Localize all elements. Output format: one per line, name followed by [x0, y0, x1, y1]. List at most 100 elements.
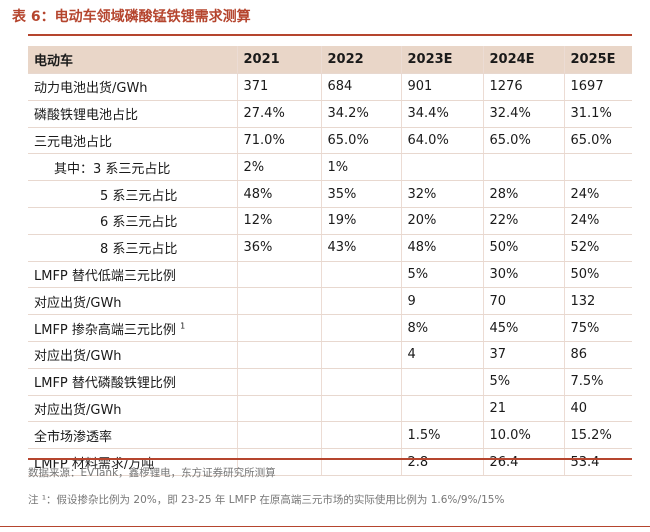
table-cell: 27.4% — [236, 100, 321, 128]
row-label: LMFP 掺杂高端三元比例 1 — [28, 314, 237, 342]
table-cell: 2% — [236, 153, 321, 182]
table-cell — [236, 314, 321, 342]
row-label: LMFP 材料需求/万吨 — [28, 448, 237, 476]
table-cell: 64.0% — [400, 127, 483, 155]
table-cell: 48% — [400, 234, 483, 262]
table-cell: 24% — [563, 207, 632, 235]
row-label: 5 系三元占比 — [28, 180, 237, 208]
table-row: 磷酸铁锂电池占比 27.4% 34.2% 34.4% 32.4% 31.1% — [28, 100, 632, 128]
table-cell — [563, 153, 632, 182]
row-label-text: 6 系三元占比 — [100, 215, 178, 231]
table-body: 动力电池出货/GWh 371 684 901 1276 1697 磷酸铁锂电池占比 27.4%… — [28, 73, 632, 476]
table-cell — [400, 395, 483, 423]
row-label: 动力电池出货/GWh — [28, 73, 237, 101]
table-cell — [320, 395, 401, 423]
table-cell: 12% — [236, 207, 321, 235]
row-label-text: LMFP 材料需求/万吨 — [34, 456, 155, 472]
row-label: 全市场渗透率 — [28, 421, 237, 450]
table-row: 其中：3 系三元占比 2% 1% — [28, 153, 632, 182]
source-note: 数据来源：EVTank，鑫椤锂电，东方证券研究所测算 — [28, 467, 276, 479]
demand-table: 电动车 2021 2022 2023E 2024E 2025E 动力电池出货/G… — [28, 46, 632, 476]
row-label: 对应出货/GWh — [28, 287, 237, 316]
table-cell: 35% — [320, 180, 401, 208]
table-cell: 1% — [320, 153, 401, 182]
table-cell — [320, 368, 401, 396]
table-cell: 71.0% — [236, 127, 321, 155]
row-label-text: 磷酸铁锂电池占比 — [34, 108, 139, 124]
header-cell: 2021 — [236, 46, 321, 74]
table-cell: 22% — [482, 207, 564, 235]
table-cell — [236, 395, 321, 423]
table-cell: 19% — [320, 207, 401, 235]
table-cell — [482, 153, 564, 182]
table-row: 三元电池占比 71.0% 65.0% 64.0% 65.0% 65.0% — [28, 127, 632, 155]
row-label-text: 动力电池出货/GWh — [34, 81, 148, 97]
table-cell: 70 — [482, 287, 564, 316]
table-cell: 2.8 — [400, 448, 483, 476]
table-cell: 5% — [400, 261, 483, 289]
table-cell: 5% — [482, 368, 564, 396]
table-cell: 40 — [563, 395, 632, 423]
row-label: 对应出货/GWh — [28, 341, 237, 369]
row-label-text: LMFP 掺杂高端三元比例 — [34, 322, 176, 338]
table-cell — [320, 261, 401, 289]
header-cell: 2025E — [563, 46, 632, 74]
table-cell: 20% — [400, 207, 483, 235]
table-cell: 34.2% — [320, 100, 401, 128]
table-row: 对应出货/GWh 4 37 86 — [28, 341, 632, 369]
table-cell: 28% — [482, 180, 564, 208]
row-label-text: 5 系三元占比 — [100, 188, 178, 204]
row-label: 三元电池占比 — [28, 127, 237, 155]
table-row: 动力电池出货/GWh 371 684 901 1276 1697 — [28, 73, 632, 101]
table-cell: 8% — [400, 314, 483, 342]
table-cell: 32% — [400, 180, 483, 208]
table-cell: 65.0% — [563, 127, 632, 155]
table-row: LMFP 材料需求/万吨 2.8 26.4 53.4 — [28, 448, 632, 476]
table-cell: 9 — [400, 287, 483, 316]
row-label: LMFP 替代磷酸铁锂比例 — [28, 368, 237, 396]
table-cell: 31.1% — [563, 100, 632, 128]
row-label: 对应出货/GWh — [28, 395, 237, 423]
header-cell: 电动车 — [28, 46, 237, 74]
row-label: 8 系三元占比 — [28, 234, 237, 262]
table-cell — [236, 368, 321, 396]
table-row: 对应出货/GWh 9 70 132 — [28, 287, 632, 316]
header-cell: 2022 — [320, 46, 401, 74]
table-cell: 53.4 — [563, 448, 632, 476]
table-title: 表 6：电动车领域磷酸锰铁锂需求测算 — [12, 9, 251, 25]
row-label: 磷酸铁锂电池占比 — [28, 100, 237, 128]
page-bottom-rule — [0, 526, 650, 527]
row-label-text: 对应出货/GWh — [34, 402, 122, 418]
table-cell: 10.0% — [482, 421, 564, 450]
table-cell: 36% — [236, 234, 321, 262]
table-cell: 50% — [563, 261, 632, 289]
row-label-text: 全市场渗透率 — [34, 429, 113, 445]
row-label-text: 对应出货/GWh — [34, 349, 122, 365]
title-rule — [28, 34, 632, 36]
table-cell — [320, 341, 401, 369]
table-cell: 1697 — [563, 73, 632, 101]
table-cell: 48% — [236, 180, 321, 208]
table-cell — [400, 368, 483, 396]
row-label-text: LMFP 替代磷酸铁锂比例 — [34, 376, 176, 392]
table-cell: 30% — [482, 261, 564, 289]
table-cell: 132 — [563, 287, 632, 316]
table-cell: 65.0% — [482, 127, 564, 155]
table-cell: 52% — [563, 234, 632, 262]
row-label-text: 三元电池占比 — [34, 134, 113, 150]
footnote-marker: 1 — [180, 321, 186, 331]
table-cell — [236, 341, 321, 369]
row-label-text: 8 系三元占比 — [100, 242, 178, 258]
row-label-text: LMFP 替代低端三元比例 — [34, 268, 176, 284]
table-row: 8 系三元占比 36% 43% 48% 50% 52% — [28, 234, 632, 262]
table-cell: 86 — [563, 341, 632, 369]
table-cell: 75% — [563, 314, 632, 342]
table-cell: 1276 — [482, 73, 564, 101]
table-row: 全市场渗透率 1.5% 10.0% 15.2% — [28, 421, 632, 450]
row-label-text: 其中：3 系三元占比 — [54, 161, 171, 177]
table-cell — [320, 314, 401, 342]
table-row: LMFP 替代低端三元比例 5% 30% 50% — [28, 261, 632, 289]
table-cell: 7.5% — [563, 368, 632, 396]
table-cell: 21 — [482, 395, 564, 423]
table-cell: 901 — [400, 73, 483, 101]
